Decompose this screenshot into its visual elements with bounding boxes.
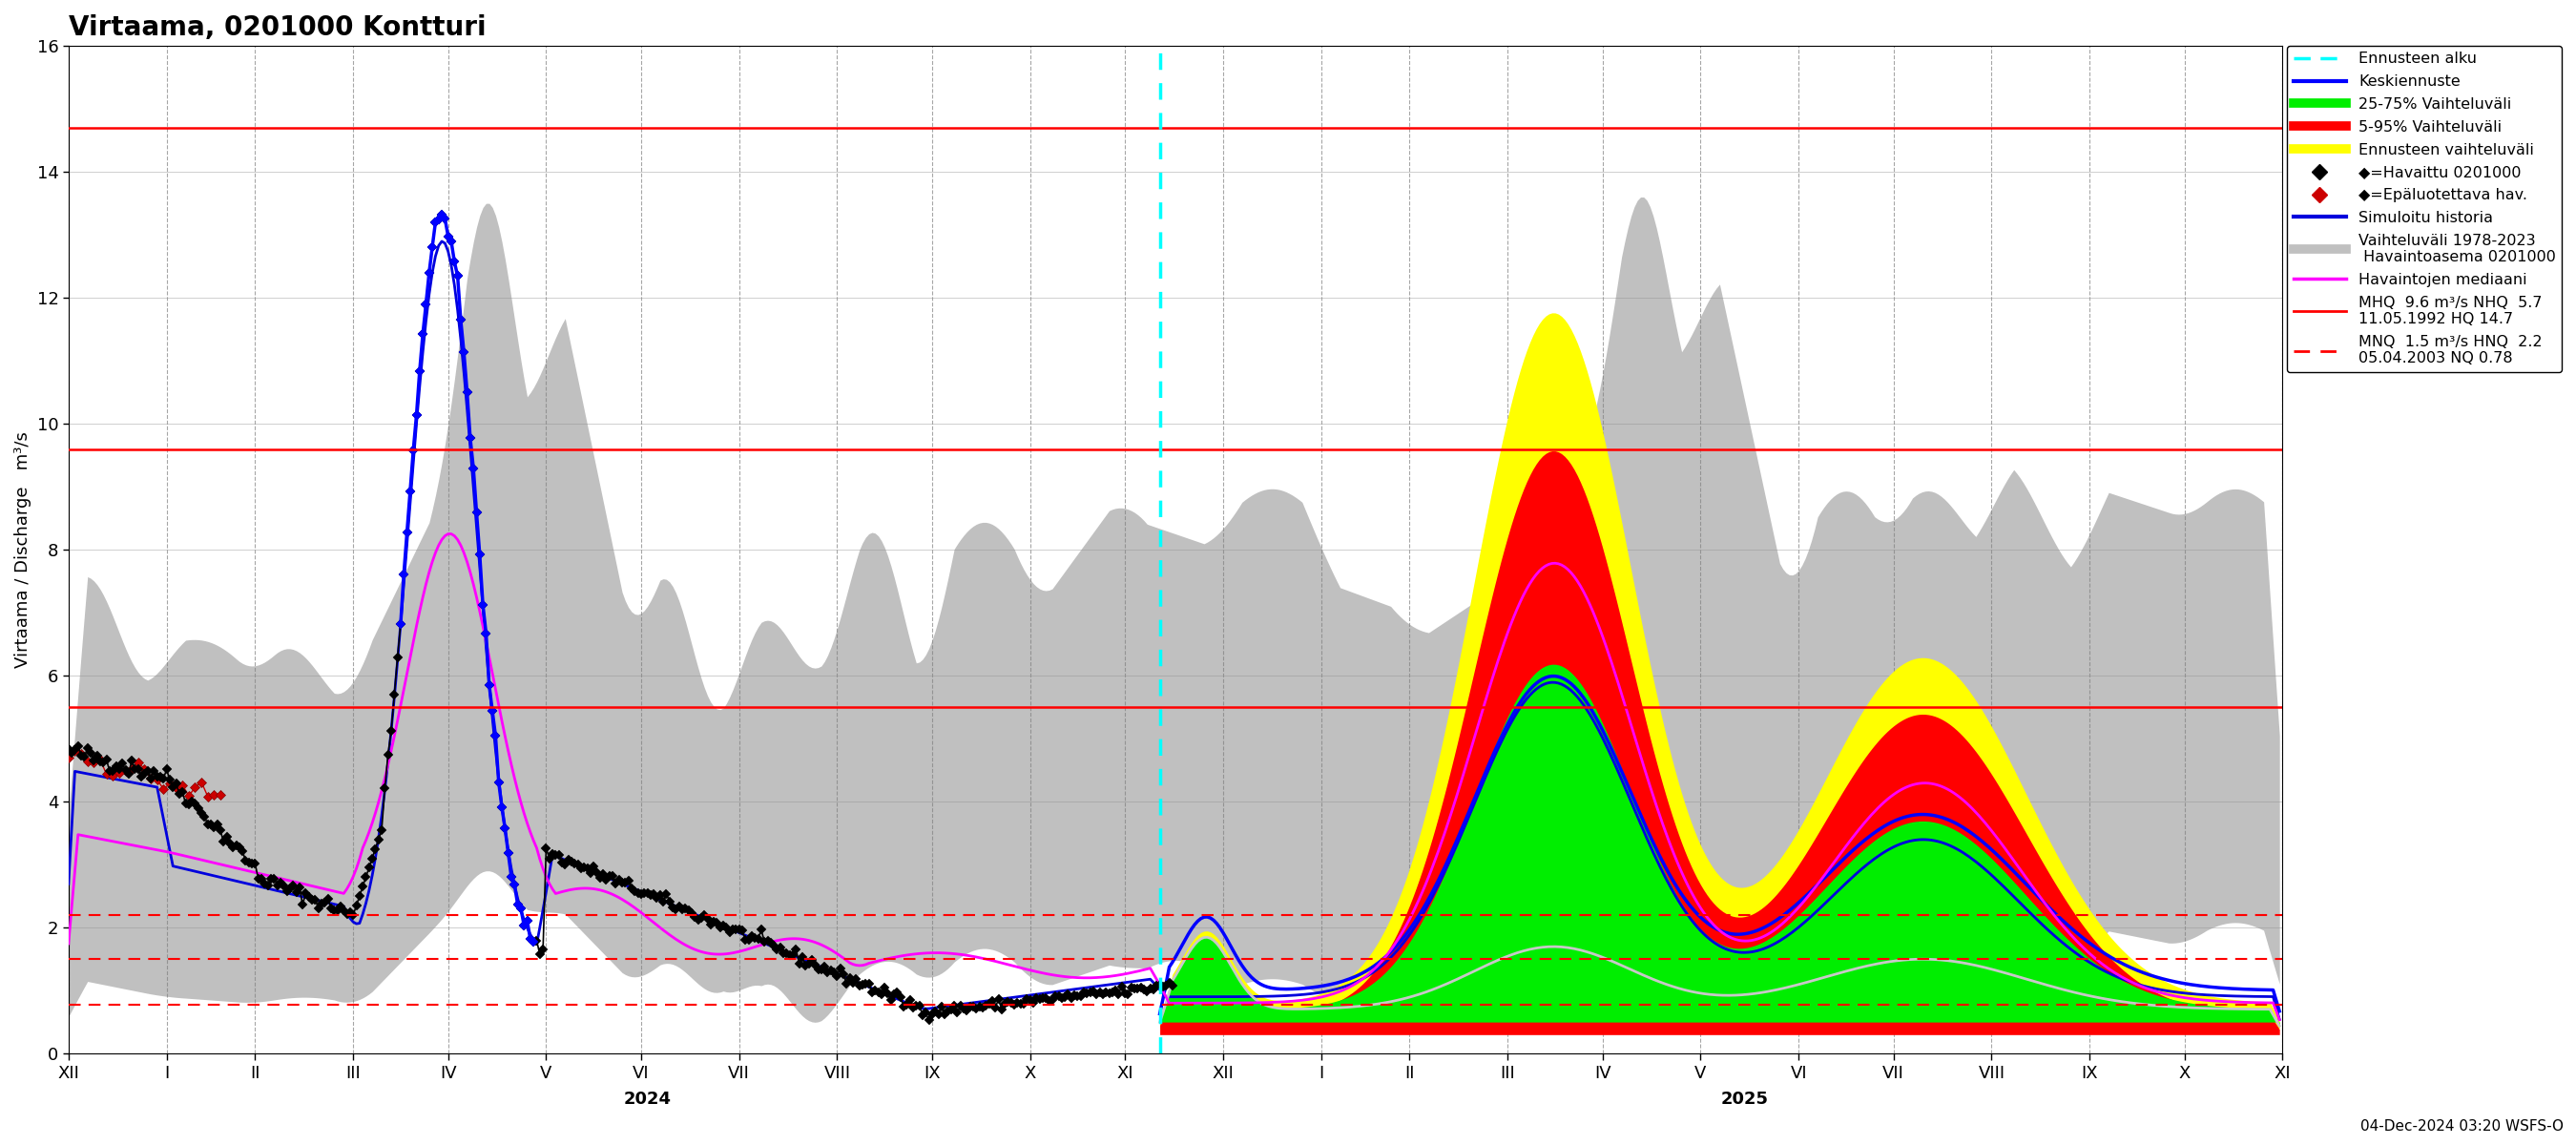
Legend: Ennusteen alku, Keskiennuste, 25-75% Vaihteluväli, 5-95% Vaihteluväli, Ennusteen: Ennusteen alku, Keskiennuste, 25-75% Vai… [2287, 46, 2563, 372]
Text: 2024: 2024 [623, 1090, 672, 1108]
Text: 04-Dec-2024 03:20 WSFS-O: 04-Dec-2024 03:20 WSFS-O [2360, 1120, 2563, 1134]
Y-axis label: Virtaama / Discharge   m³/s: Virtaama / Discharge m³/s [15, 432, 31, 668]
Text: Virtaama, 0201000 Kontturi: Virtaama, 0201000 Kontturi [70, 14, 487, 41]
Text: 2025: 2025 [1721, 1090, 1770, 1108]
